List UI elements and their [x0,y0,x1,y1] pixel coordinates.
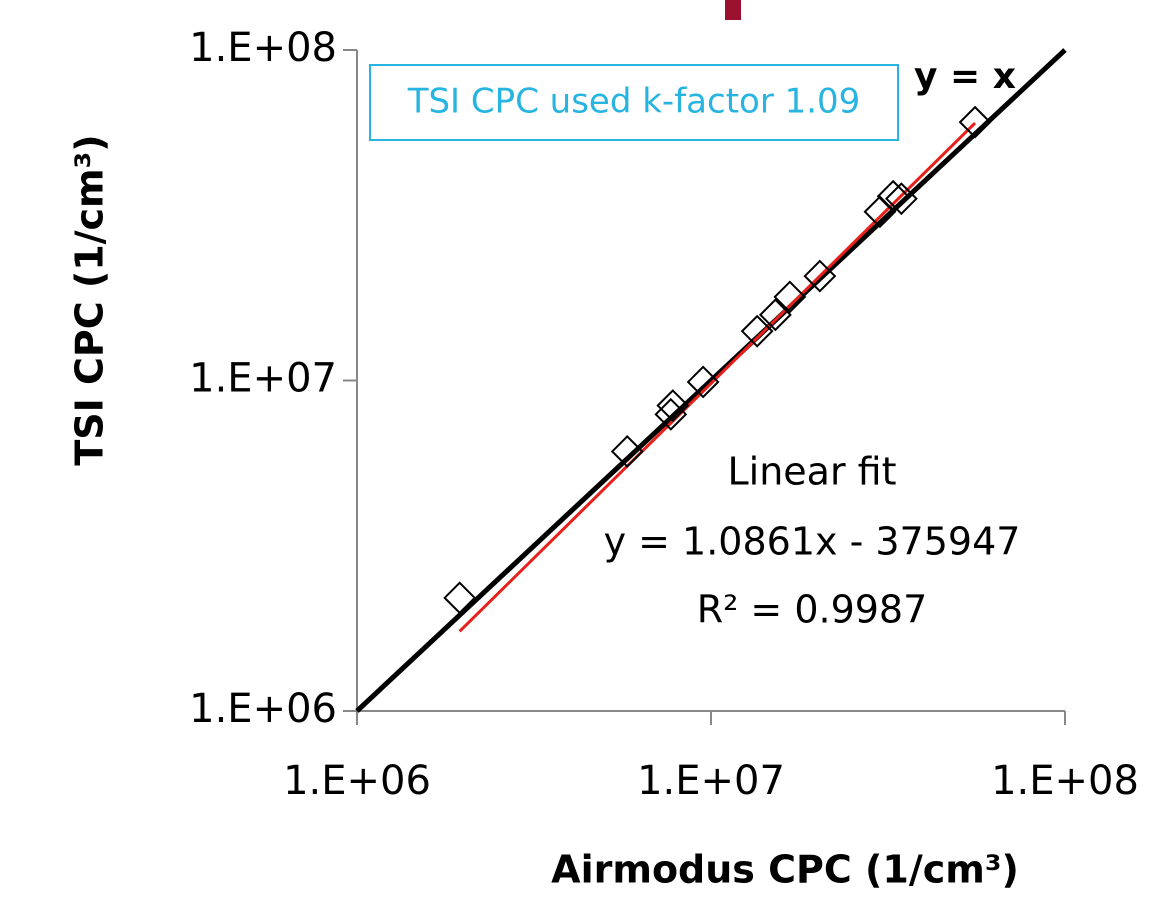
point [686,365,720,399]
point [740,314,774,348]
point [758,298,792,332]
y-tick-label: 1.E+07 [189,356,337,402]
point [443,581,477,615]
y-tick-label: 1.E+06 [189,686,337,732]
point [656,389,690,422]
fit-equation: y = 1.0861x - 375947 [604,520,1021,564]
point [803,259,837,293]
point [610,435,644,468]
decoration [725,0,741,20]
x-axis-title: Airmodus CPC (1/cm³) [551,848,1019,892]
identity-line [355,48,1067,713]
point [876,179,910,213]
identity-label: y = x [914,56,1016,97]
y-axis-title: TSI CPC (1/cm³) [68,134,112,465]
annotation-box [369,64,899,141]
x-tick-label: 1.E+07 [637,758,785,804]
point [773,280,807,314]
fit-r2: R² = 0.9987 [697,588,928,632]
x-tick-label: 1.E+08 [991,758,1139,804]
x-tick-label: 1.E+06 [283,758,431,804]
annotation: TSI CPC used k-factor 1.09 [407,82,861,122]
fit-title: Linear fit [727,450,896,494]
y-tick-label: 1.E+08 [189,25,337,71]
point [958,105,992,139]
point [884,182,918,216]
